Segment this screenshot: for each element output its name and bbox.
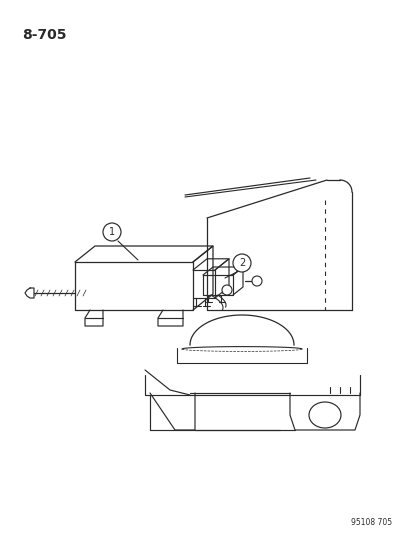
Circle shape (233, 254, 250, 272)
Circle shape (252, 276, 261, 286)
Text: 95108 705: 95108 705 (350, 518, 391, 527)
Text: 1: 1 (109, 227, 115, 237)
Text: 8-705: 8-705 (22, 28, 66, 42)
Circle shape (221, 285, 231, 295)
Text: 2: 2 (238, 258, 244, 268)
Circle shape (103, 223, 121, 241)
Ellipse shape (308, 402, 340, 428)
